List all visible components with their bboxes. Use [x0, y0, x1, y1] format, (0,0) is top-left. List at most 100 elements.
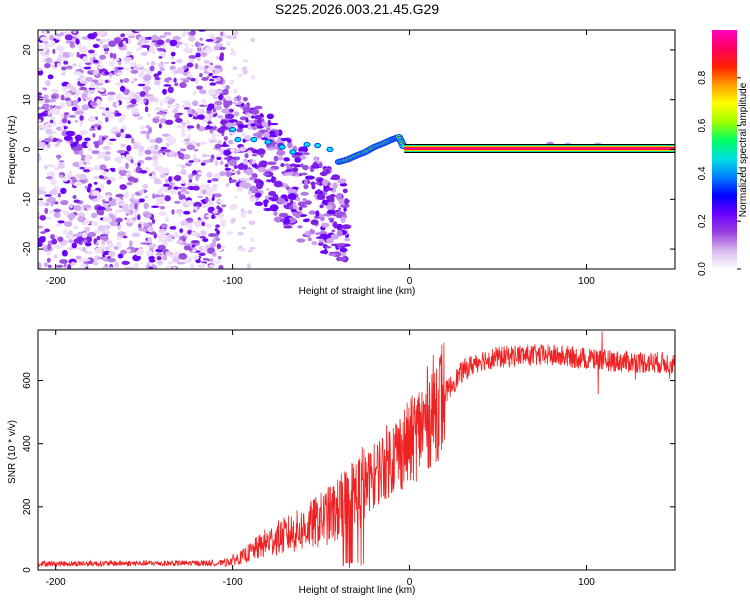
- noise-blob: [304, 200, 312, 205]
- colorbar-tick: 0.6: [697, 118, 741, 133]
- noise-blob: [149, 261, 153, 267]
- x-tick-label: 100: [578, 276, 595, 287]
- noise-blob: [114, 198, 123, 202]
- noise-blob: [104, 79, 109, 84]
- noise-blob: [47, 74, 54, 80]
- noise-blob: [187, 229, 193, 235]
- noise-blob: [208, 264, 216, 268]
- noise-blob: [182, 121, 187, 127]
- noise-blob: [156, 256, 162, 261]
- noise-blob: [243, 160, 248, 165]
- noise-blob: [199, 188, 203, 195]
- noise-blob: [164, 119, 174, 125]
- noise-blob: [82, 56, 89, 62]
- noise-blob: [289, 204, 294, 211]
- noise-blob: [38, 119, 42, 123]
- noise-blob: [254, 201, 264, 206]
- noise-blob: [163, 31, 172, 36]
- noise-blob: [209, 82, 216, 86]
- noise-blob: [126, 50, 132, 56]
- noise-blob: [308, 210, 317, 215]
- noise-blob: [163, 149, 171, 153]
- noise-blob: [137, 83, 146, 87]
- noise-blob: [44, 63, 51, 69]
- noise-blob: [216, 243, 221, 249]
- colorbar-tick-label: 0.4: [697, 166, 708, 180]
- noise-blob: [38, 154, 41, 161]
- noise-blob: [95, 241, 99, 246]
- noise-blob: [246, 150, 253, 155]
- noise-blob: [58, 56, 67, 61]
- noise-blob: [242, 106, 251, 113]
- noise-blob: [243, 163, 248, 171]
- noise-blob: [337, 243, 345, 247]
- noise-blob: [257, 167, 266, 173]
- noise-blob: [196, 123, 200, 130]
- noise-blob: [106, 216, 112, 224]
- noise-blob: [38, 69, 44, 76]
- noise-blob: [192, 209, 197, 213]
- noise-blob: [87, 250, 93, 255]
- noise-blob: [158, 62, 164, 68]
- noise-blob: [297, 225, 303, 229]
- noise-blob: [237, 123, 245, 129]
- spectrogram-signal-ridge: [229, 126, 408, 165]
- noise-blob: [144, 195, 149, 199]
- noise-blob: [214, 100, 223, 106]
- noise-blob: [78, 149, 84, 157]
- noise-blob: [126, 99, 130, 105]
- noise-blob: [96, 98, 101, 105]
- noise-blob: [193, 201, 202, 208]
- noise-blob: [209, 123, 217, 127]
- noise-blob: [151, 218, 156, 224]
- noise-blob: [183, 138, 191, 142]
- noise-blob: [225, 35, 233, 39]
- noise-blob: [127, 104, 136, 108]
- noise-blob: [220, 31, 224, 37]
- noise-blob: [163, 84, 172, 87]
- noise-blob: [157, 188, 164, 196]
- noise-blob: [167, 86, 174, 94]
- noise-blob: [138, 223, 142, 229]
- noise-blob: [221, 84, 226, 89]
- noise-blob: [58, 160, 65, 163]
- noise-blob: [191, 140, 197, 145]
- noise-blob: [152, 193, 156, 199]
- noise-blob: [328, 253, 337, 257]
- noise-blob: [155, 98, 159, 104]
- noise-blob: [145, 82, 151, 85]
- colorbar-tick-label: 0.2: [697, 214, 708, 228]
- noise-blob: [297, 201, 306, 207]
- noise-blob: [145, 88, 149, 95]
- noise-blob: [93, 181, 98, 185]
- noise-blob: [211, 178, 219, 182]
- noise-blob: [206, 223, 213, 229]
- noise-blob: [126, 182, 133, 186]
- noise-blob: [146, 61, 150, 66]
- noise-blob: [144, 156, 153, 161]
- noise-blob: [146, 113, 152, 118]
- noise-blob: [45, 123, 54, 126]
- noise-blob: [156, 39, 165, 46]
- noise-blob: [91, 150, 100, 155]
- noise-blob: [172, 266, 177, 269]
- noise-blob: [98, 175, 105, 179]
- noise-blob: [279, 218, 285, 223]
- noise-blob: [64, 97, 71, 102]
- spectrogram-y-label: Frequency (Hz): [7, 116, 18, 185]
- noise-blob: [340, 216, 346, 224]
- noise-blob: [47, 264, 52, 269]
- colorbar-tick-label: 0.8: [697, 70, 708, 84]
- noise-blob: [172, 36, 182, 40]
- noise-blob: [140, 51, 148, 56]
- noise-blob: [284, 172, 293, 176]
- noise-blob: [44, 207, 49, 215]
- noise-blob: [233, 111, 240, 117]
- noise-blob: [241, 182, 252, 189]
- noise-blob: [180, 220, 188, 226]
- noise-blob: [247, 209, 253, 215]
- noise-blob: [248, 220, 256, 226]
- noise-blob: [72, 194, 77, 199]
- noise-blob: [161, 108, 169, 112]
- noise-blob: [168, 182, 175, 186]
